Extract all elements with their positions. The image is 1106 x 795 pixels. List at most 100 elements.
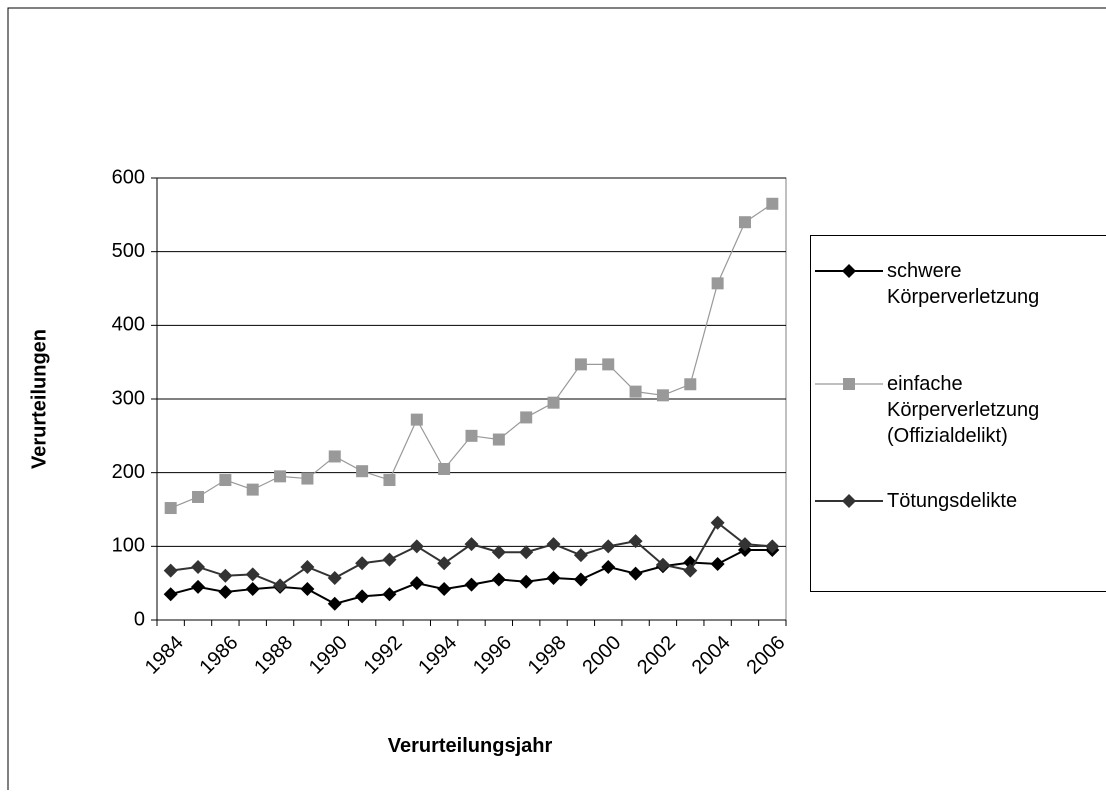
x-tick-label: 1984 xyxy=(141,632,188,679)
marker xyxy=(327,596,342,611)
marker xyxy=(218,585,233,600)
marker xyxy=(301,472,314,485)
marker xyxy=(710,515,725,530)
marker xyxy=(465,429,478,442)
x-tick-label: 1990 xyxy=(305,632,352,679)
marker xyxy=(300,582,315,597)
y-tick-label: 300 xyxy=(112,387,145,409)
marker xyxy=(684,378,697,391)
marker xyxy=(519,574,534,589)
marker xyxy=(191,579,206,594)
marker xyxy=(491,572,506,587)
legend-swatch xyxy=(815,494,883,508)
marker xyxy=(547,396,560,409)
legend-label: schwere Körperverletzung xyxy=(887,260,1040,308)
marker xyxy=(842,494,856,508)
marker xyxy=(438,462,451,475)
marker xyxy=(842,264,856,278)
marker xyxy=(520,411,533,424)
marker xyxy=(191,559,206,574)
marker xyxy=(766,197,779,210)
x-tick-label: 1992 xyxy=(360,632,407,679)
marker xyxy=(410,413,423,426)
marker xyxy=(546,537,561,552)
marker xyxy=(656,389,669,402)
marker xyxy=(737,537,752,552)
x-tick-label: 2006 xyxy=(742,632,789,679)
legend-entry: einfache Körperverletzung (Offizialdelik… xyxy=(811,371,1106,449)
marker xyxy=(628,566,643,581)
legend-swatch xyxy=(815,378,883,390)
marker xyxy=(274,470,287,483)
marker xyxy=(683,563,698,578)
marker xyxy=(629,385,642,398)
x-tick-label: 1998 xyxy=(524,632,571,679)
marker xyxy=(519,545,534,560)
y-tick-label: 200 xyxy=(112,461,145,483)
marker xyxy=(655,557,670,572)
marker xyxy=(437,582,452,597)
marker xyxy=(273,578,288,593)
marker xyxy=(382,552,397,567)
marker xyxy=(382,587,397,602)
marker xyxy=(164,502,177,515)
y-tick-label: 0 xyxy=(134,608,145,630)
marker xyxy=(437,556,452,571)
legend-label: einfache Körperverletzung (Offizialdelik… xyxy=(887,373,1040,447)
legend-swatch xyxy=(815,264,883,278)
marker xyxy=(738,216,751,229)
marker xyxy=(464,577,479,592)
marker xyxy=(710,557,725,572)
x-tick-label: 2000 xyxy=(578,632,625,679)
x-tick-label: 1988 xyxy=(250,632,297,679)
marker xyxy=(765,539,780,554)
marker xyxy=(573,548,588,563)
marker xyxy=(843,378,855,390)
marker xyxy=(464,537,479,552)
legend: schwere Körperverletzung einfache Körperv… xyxy=(810,235,1106,592)
x-tick-label: 2004 xyxy=(688,632,735,679)
y-tick-label: 100 xyxy=(112,535,145,557)
marker xyxy=(245,567,260,582)
x-tick-label: 1994 xyxy=(414,632,461,679)
marker xyxy=(192,490,205,503)
marker xyxy=(163,563,178,578)
legend-entry: schwere Körperverletzung xyxy=(811,258,1106,310)
legend-label: Tötungsdelikte xyxy=(887,490,1018,512)
x-tick-label: 1986 xyxy=(195,632,242,679)
marker xyxy=(219,474,232,487)
marker xyxy=(711,277,724,290)
marker xyxy=(409,539,424,554)
marker xyxy=(356,465,369,478)
marker xyxy=(573,572,588,587)
marker xyxy=(602,358,615,371)
frame xyxy=(7,7,1106,790)
marker xyxy=(355,589,370,604)
series-line xyxy=(170,203,773,509)
x-axis-title: Verurteilungsjahr xyxy=(388,735,553,757)
marker xyxy=(574,358,587,371)
marker xyxy=(245,582,260,597)
marker xyxy=(491,545,506,560)
marker xyxy=(628,534,643,549)
marker xyxy=(327,571,342,586)
marker xyxy=(300,559,315,574)
marker xyxy=(355,556,370,571)
marker xyxy=(601,559,616,574)
marker xyxy=(328,450,341,463)
marker xyxy=(409,576,424,591)
y-tick-label: 400 xyxy=(112,314,145,336)
marker xyxy=(383,474,396,487)
x-tick-label: 2002 xyxy=(633,632,680,679)
marker xyxy=(601,539,616,554)
x-tick-label: 1996 xyxy=(469,632,516,679)
y-tick-label: 600 xyxy=(112,166,145,188)
series-line xyxy=(170,521,773,587)
marker xyxy=(246,483,259,496)
marker xyxy=(218,568,233,583)
y-tick-label: 500 xyxy=(112,240,145,262)
legend-entry: Tötungsdelikte xyxy=(811,488,1106,514)
marker xyxy=(163,587,178,602)
